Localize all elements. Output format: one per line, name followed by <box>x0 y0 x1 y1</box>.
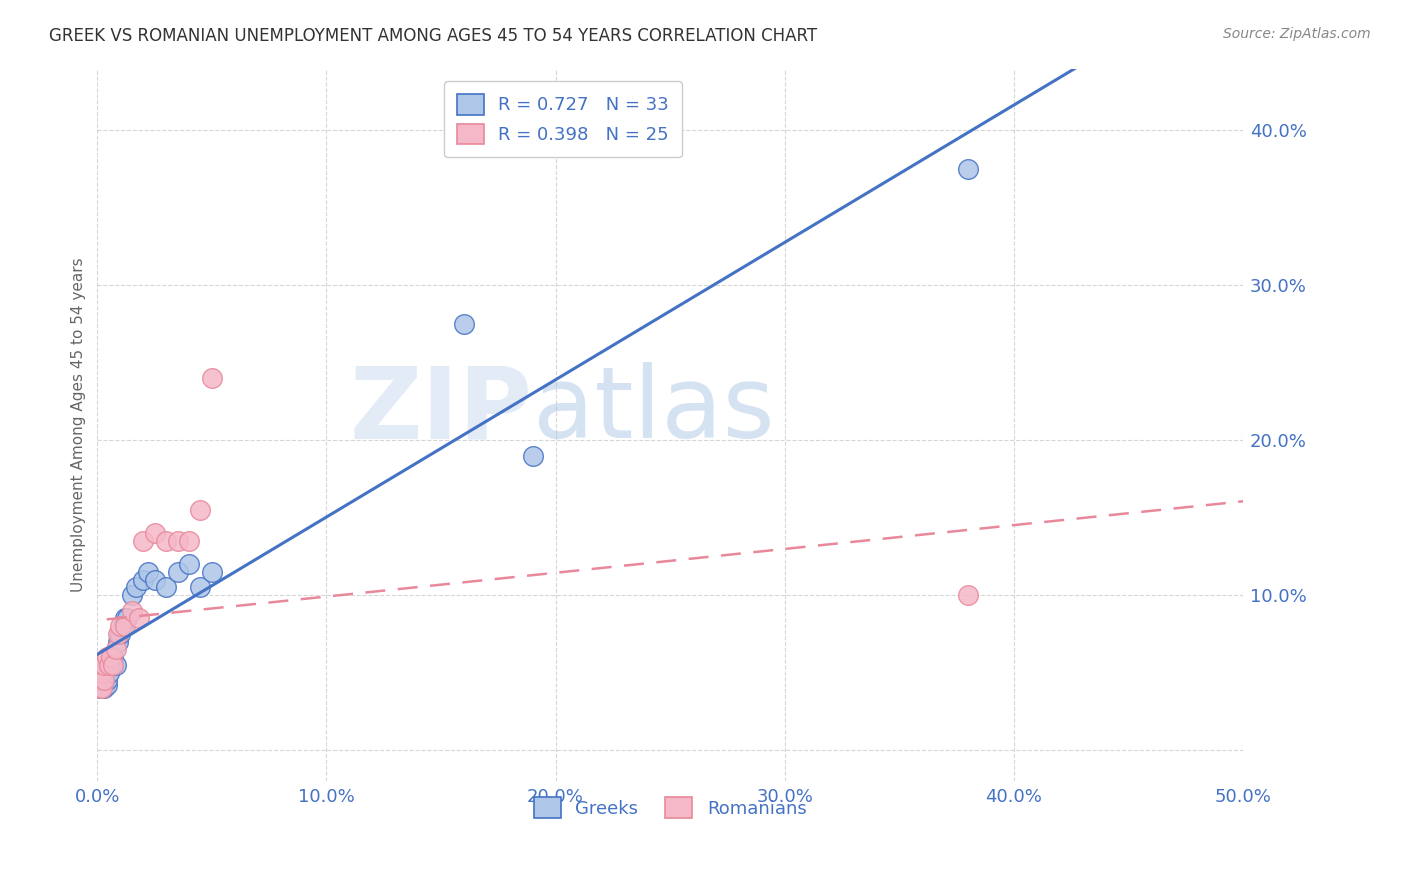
Point <box>522 449 544 463</box>
Point <box>166 533 188 548</box>
Point <box>453 317 475 331</box>
Point <box>104 642 127 657</box>
Point <box>132 533 155 548</box>
Text: ZIP: ZIP <box>350 362 533 459</box>
Point <box>103 657 125 672</box>
Point <box>96 650 118 665</box>
Point <box>114 611 136 625</box>
Point <box>190 503 212 517</box>
Point <box>110 619 132 633</box>
Point <box>89 681 111 695</box>
Point <box>956 162 979 177</box>
Point <box>190 581 212 595</box>
Point <box>128 611 150 625</box>
Point <box>177 557 200 571</box>
Point <box>93 665 115 680</box>
Point <box>97 665 120 680</box>
Point <box>136 565 159 579</box>
Point <box>89 673 111 688</box>
Legend: Greeks, Romanians: Greeks, Romanians <box>526 790 814 825</box>
Point <box>96 678 118 692</box>
Text: Source: ZipAtlas.com: Source: ZipAtlas.com <box>1223 27 1371 41</box>
Point <box>90 681 112 695</box>
Point <box>201 565 224 579</box>
Point <box>132 573 155 587</box>
Point <box>90 665 112 680</box>
Point <box>115 611 138 625</box>
Point <box>90 678 112 692</box>
Point <box>89 665 111 680</box>
Point <box>201 371 224 385</box>
Point <box>90 681 112 695</box>
Point <box>121 588 143 602</box>
Point <box>89 681 111 695</box>
Point <box>93 673 115 688</box>
Point <box>143 526 166 541</box>
Y-axis label: Unemployment Among Ages 45 to 54 years: Unemployment Among Ages 45 to 54 years <box>72 258 86 592</box>
Point <box>107 634 129 648</box>
Point <box>103 650 125 665</box>
Point <box>96 673 118 688</box>
Point <box>104 657 127 672</box>
Text: GREEK VS ROMANIAN UNEMPLOYMENT AMONG AGES 45 TO 54 YEARS CORRELATION CHART: GREEK VS ROMANIAN UNEMPLOYMENT AMONG AGE… <box>49 27 817 45</box>
Point <box>121 604 143 618</box>
Point <box>956 588 979 602</box>
Point <box>100 657 122 672</box>
Point <box>155 581 177 595</box>
Text: atlas: atlas <box>533 362 775 459</box>
Point <box>97 657 120 672</box>
Point <box>107 627 129 641</box>
Point <box>100 650 122 665</box>
Point <box>93 657 115 672</box>
Point <box>97 657 120 672</box>
Point <box>93 673 115 688</box>
Point <box>166 565 188 579</box>
Point <box>155 533 177 548</box>
Point <box>177 533 200 548</box>
Point <box>110 627 132 641</box>
Point <box>143 573 166 587</box>
Point <box>93 681 115 695</box>
Point <box>90 665 112 680</box>
Point <box>114 619 136 633</box>
Point <box>89 673 111 688</box>
Point <box>111 619 134 633</box>
Point <box>125 581 148 595</box>
